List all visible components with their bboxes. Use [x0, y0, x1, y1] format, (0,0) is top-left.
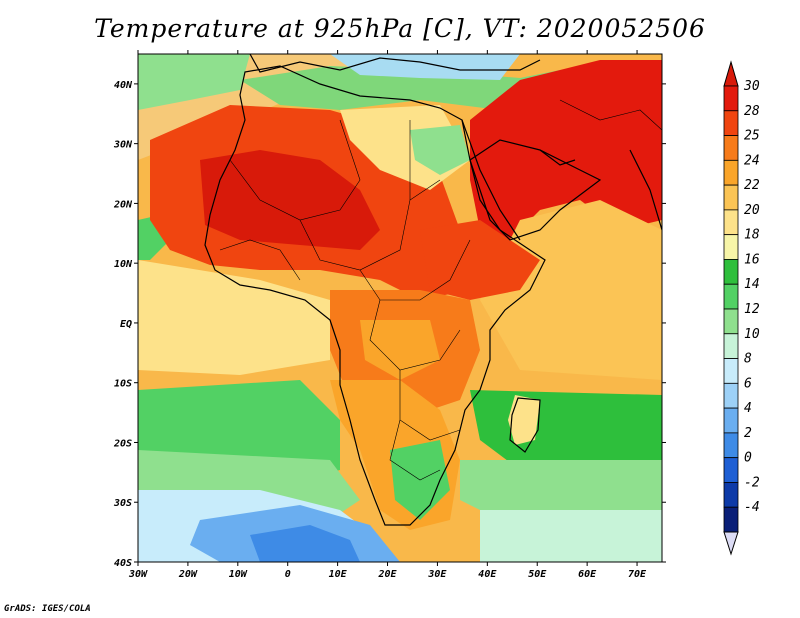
x-tick-label: 20W	[178, 569, 198, 580]
colorbar-swatch	[723, 209, 739, 236]
y-tick-label: 30S	[113, 498, 132, 509]
colorbar-swatch	[723, 159, 739, 186]
x-axis: 30W 20W 10W 0 10E 20E 30E 40E 50E 60E 70E	[128, 50, 647, 580]
map-frame	[137, 53, 663, 563]
colorbar-label: 10	[744, 327, 760, 342]
colorbar-swatch	[723, 482, 739, 508]
colorbar-swatch	[723, 358, 739, 384]
colorbar-bottom-arrow	[723, 531, 739, 556]
colorbar-swatch	[723, 432, 739, 459]
coastlines	[204, 54, 662, 526]
colorbar-top-arrow	[723, 60, 739, 87]
colorbar-label: 14	[744, 277, 760, 292]
x-tick-label: 50E	[528, 569, 547, 580]
egypt-green	[410, 125, 470, 175]
y-tick-label: 40N	[114, 80, 133, 91]
map-field	[138, 54, 662, 562]
colorbar-label: 6	[744, 376, 752, 391]
europe-cool-region	[330, 54, 520, 80]
cold-core	[250, 525, 360, 562]
colorbar-swatch	[723, 184, 739, 211]
colorbar-swatch	[723, 457, 739, 483]
madagascar	[508, 395, 540, 445]
x-tick-label: 30W	[128, 569, 148, 580]
colorbar-swatch	[723, 333, 739, 359]
colorbar-swatch	[723, 234, 739, 260]
arabia-coastline	[469, 139, 602, 241]
colorbar-label: 28	[744, 104, 760, 119]
indian-ocean-light	[460, 460, 662, 520]
sahara-core	[200, 150, 380, 250]
arabian-sea-warm	[480, 200, 662, 380]
europe-coastline	[249, 54, 541, 73]
north-atlantic-green	[138, 54, 250, 110]
persian-gulf	[539, 149, 576, 166]
x-tick-label: 10W	[229, 569, 248, 580]
colorbar-label: -4	[744, 500, 760, 515]
border-7	[219, 239, 301, 281]
colorbar-label: 4	[744, 401, 752, 416]
colorbar-swatch	[723, 407, 739, 434]
country-borders	[219, 99, 662, 481]
y-tick-label: 10N	[114, 259, 133, 270]
x-tick-label: 40E	[478, 569, 497, 580]
madagascar-coastline	[509, 397, 541, 453]
colorbar-label: 2	[744, 426, 752, 441]
colorbar-label: 20	[744, 203, 760, 218]
colorbar-label: 12	[744, 302, 760, 317]
colorbar-label: 0	[744, 451, 752, 466]
colorbar-label: 8	[744, 352, 752, 367]
x-tick-label: 70E	[628, 569, 647, 580]
y-tick-label: 20S	[113, 438, 132, 449]
gulf-of-guinea	[138, 260, 330, 375]
x-tick-label: 30E	[427, 569, 447, 580]
colorbar-label: 24	[744, 153, 760, 168]
colorbar-swatch	[723, 85, 739, 112]
arabia-hot	[470, 60, 662, 250]
colorbar-swatch	[723, 135, 739, 161]
border-3	[359, 239, 471, 301]
africa-coastline	[204, 65, 546, 526]
x-tick-label: 20E	[377, 569, 397, 580]
border-9	[559, 99, 662, 131]
border-6	[389, 419, 441, 481]
red-sea	[461, 119, 521, 241]
india-coastline	[629, 149, 662, 231]
grads-credit: GrADS: IGES/COLA	[4, 604, 91, 614]
y-axis: 40S 30S 20S 10S EQ 10N 20N 30N 40N	[113, 80, 666, 569]
y-tick-label: 40S	[114, 558, 132, 569]
map-title: Temperature at 925hPa [C], VT: 202005250…	[94, 14, 706, 43]
y-tick-label: 30N	[113, 140, 133, 151]
colorbar-label: -2	[744, 475, 760, 490]
x-tick-label: 60E	[578, 569, 597, 580]
colorbar-swatch	[723, 110, 739, 136]
border-5	[399, 370, 461, 441]
colorbar-label: 18	[744, 228, 760, 243]
colorbar-label: 16	[744, 252, 760, 267]
x-tick-label: 10E	[329, 569, 348, 580]
colorbar-label: 30	[743, 79, 760, 94]
y-tick-label: 20N	[113, 199, 133, 210]
y-tick-label: EQ	[120, 319, 132, 330]
colorbar-swatch	[723, 506, 739, 533]
border-1	[229, 119, 361, 221]
colorbar-swatch	[723, 382, 739, 409]
colorbar-swatch	[723, 283, 739, 310]
colorbar-label: 22	[744, 178, 760, 193]
x-tick-label: 0	[285, 569, 291, 580]
colorbar-swatch	[723, 308, 739, 335]
border-2	[299, 179, 441, 271]
colorbar-label: 25	[744, 129, 760, 144]
indian-ocean-cool	[480, 510, 662, 562]
colorbar-swatch	[723, 259, 739, 285]
y-tick-label: 10S	[114, 379, 132, 390]
